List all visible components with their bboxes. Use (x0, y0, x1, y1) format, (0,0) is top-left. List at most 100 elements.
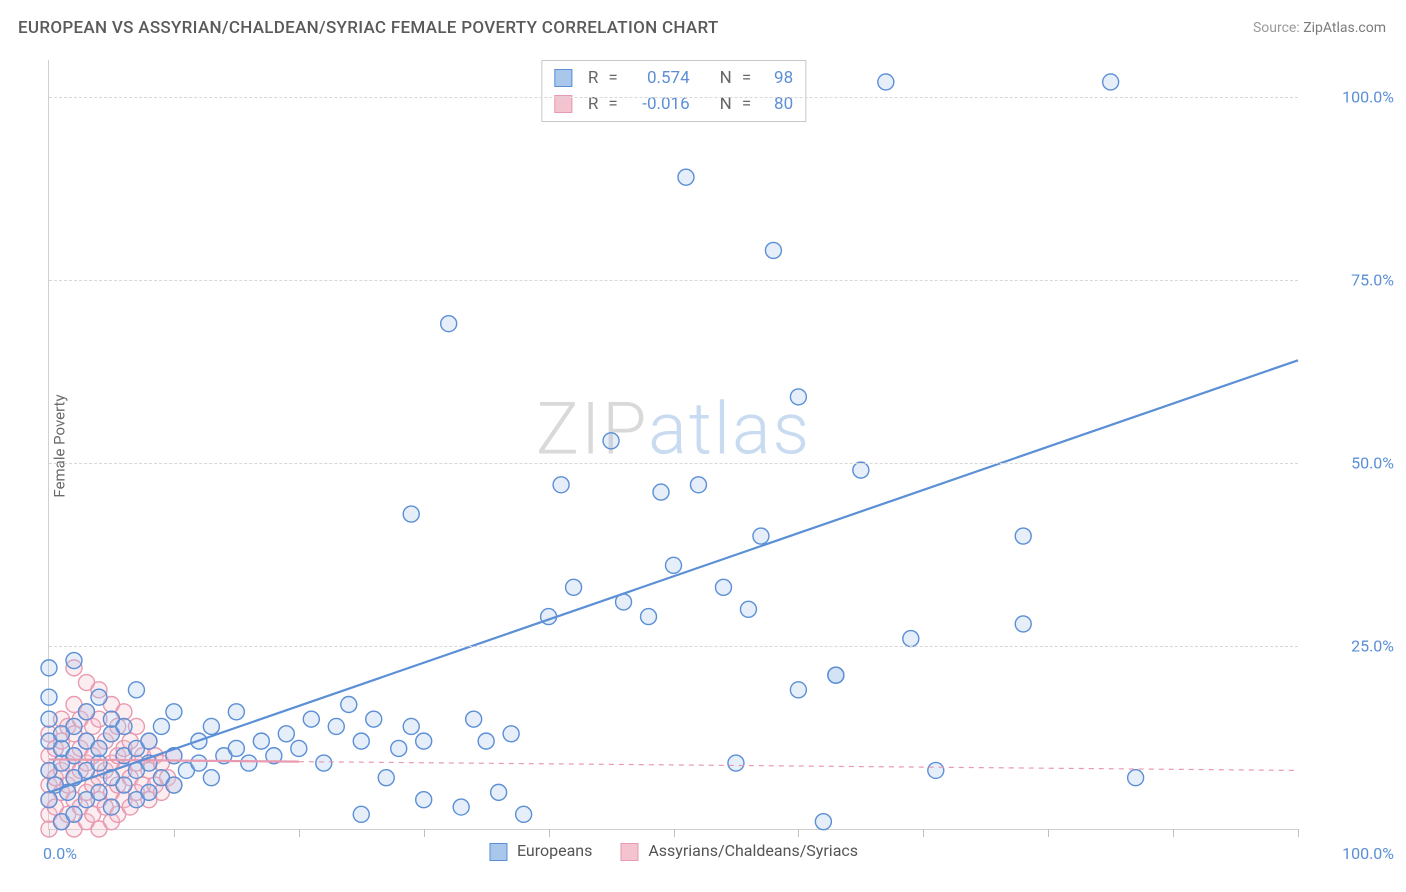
source-attribution: Source: ZipAtlas.com (1253, 20, 1386, 36)
scatter-point-europeans (441, 316, 457, 332)
legend-label-europeans: Europeans (517, 841, 592, 860)
plot-area: ZIPatlas R = 0.574 N = 98 R = -0.016 N (48, 60, 1298, 830)
x-tick (549, 829, 550, 837)
scatter-point-europeans (103, 799, 119, 815)
swatch-acs (554, 95, 572, 113)
scatter-point-europeans (203, 718, 219, 734)
scatter-point-europeans (466, 711, 482, 727)
scatter-point-europeans (453, 799, 469, 815)
scatter-point-europeans (566, 579, 582, 595)
scatter-point-europeans (828, 667, 844, 683)
scatter-point-europeans (753, 528, 769, 544)
x-tick (174, 829, 175, 837)
scatter-point-europeans (378, 770, 394, 786)
r-label: R (588, 68, 598, 88)
n-label: N (720, 68, 732, 88)
scatter-point-europeans (41, 660, 57, 676)
scatter-point-europeans (353, 806, 369, 822)
x-tick (923, 829, 924, 837)
series-legend: Europeans Assyrians/Chaldeans/Syriacs (489, 841, 858, 861)
scatter-point-europeans (353, 733, 369, 749)
source-label: Source: (1253, 20, 1300, 36)
scatter-point-europeans (166, 777, 182, 793)
x-tick (49, 829, 50, 837)
scatter-point-europeans (765, 242, 781, 258)
gridline-h (49, 463, 1298, 464)
scatter-point-europeans (815, 814, 831, 830)
legend-row-europeans: R = 0.574 N = 98 (554, 65, 793, 91)
gridline-h (49, 280, 1298, 281)
scatter-point-europeans (341, 696, 357, 712)
scatter-point-europeans (491, 784, 507, 800)
scatter-point-europeans (141, 784, 157, 800)
scatter-svg (49, 60, 1298, 829)
legend-label-acs: Assyrians/Chaldeans/Syriacs (648, 841, 858, 860)
gridline-h (49, 646, 1298, 647)
swatch-europeans (554, 69, 572, 87)
swatch-acs (620, 843, 638, 861)
scatter-point-europeans (41, 711, 57, 727)
y-tick-label: 75.0% (1306, 270, 1394, 289)
legend-row-acs: R = -0.016 N = 80 (554, 91, 793, 117)
scatter-point-europeans (878, 74, 894, 90)
scatter-point-europeans (403, 506, 419, 522)
scatter-point-europeans (416, 733, 432, 749)
scatter-point-europeans (403, 718, 419, 734)
scatter-point-europeans (41, 792, 57, 808)
scatter-point-europeans (790, 389, 806, 405)
scatter-point-europeans (116, 777, 132, 793)
scatter-point-europeans (1128, 770, 1144, 786)
scatter-point-europeans (1103, 74, 1119, 90)
scatter-point-europeans (66, 806, 82, 822)
scatter-point-europeans (1015, 528, 1031, 544)
r-value-europeans: 0.574 (628, 68, 690, 88)
scatter-point-europeans (278, 726, 294, 742)
scatter-point-europeans (66, 748, 82, 764)
correlation-legend: R = 0.574 N = 98 R = -0.016 N = 80 (541, 60, 806, 122)
trendline-acs-dashed (299, 762, 1298, 771)
swatch-europeans (489, 843, 507, 861)
scatter-point-europeans (66, 718, 82, 734)
scatter-point-europeans (128, 682, 144, 698)
scatter-point-europeans (241, 755, 257, 771)
scatter-point-europeans (690, 477, 706, 493)
scatter-point-europeans (928, 762, 944, 778)
chart-title: EUROPEAN VS ASSYRIAN/CHALDEAN/SYRIAC FEM… (18, 18, 719, 38)
scatter-point-europeans (391, 740, 407, 756)
equals-sign: = (742, 68, 751, 88)
scatter-point-europeans (91, 784, 107, 800)
scatter-point-europeans (316, 755, 332, 771)
gridline-h (49, 97, 1298, 98)
scatter-point-europeans (253, 733, 269, 749)
x-tick (424, 829, 425, 837)
scatter-point-europeans (228, 740, 244, 756)
scatter-point-europeans (228, 704, 244, 720)
x-axis-max-label: 100.0% (1306, 844, 1394, 863)
x-tick (1298, 829, 1299, 837)
scatter-point-europeans (790, 682, 806, 698)
scatter-point-europeans (553, 477, 569, 493)
scatter-point-europeans (503, 726, 519, 742)
trendline-europeans (49, 360, 1298, 792)
x-axis-min-label: 0.0% (43, 844, 77, 863)
scatter-point-europeans (366, 711, 382, 727)
x-tick (299, 829, 300, 837)
scatter-point-europeans (91, 755, 107, 771)
scatter-point-europeans (478, 733, 494, 749)
scatter-point-europeans (203, 770, 219, 786)
y-tick-label: 50.0% (1306, 453, 1394, 472)
scatter-point-europeans (603, 433, 619, 449)
y-tick-label: 100.0% (1306, 87, 1394, 106)
chart-frame: EUROPEAN VS ASSYRIAN/CHALDEAN/SYRIAC FEM… (0, 0, 1406, 892)
equals-sign: = (608, 68, 617, 88)
scatter-point-europeans (153, 718, 169, 734)
scatter-point-europeans (41, 689, 57, 705)
x-tick (798, 829, 799, 837)
scatter-point-europeans (78, 704, 94, 720)
scatter-point-europeans (91, 740, 107, 756)
x-tick (674, 829, 675, 837)
scatter-point-europeans (191, 755, 207, 771)
scatter-point-europeans (903, 631, 919, 647)
scatter-point-europeans (715, 579, 731, 595)
y-tick-label: 25.0% (1306, 636, 1394, 655)
